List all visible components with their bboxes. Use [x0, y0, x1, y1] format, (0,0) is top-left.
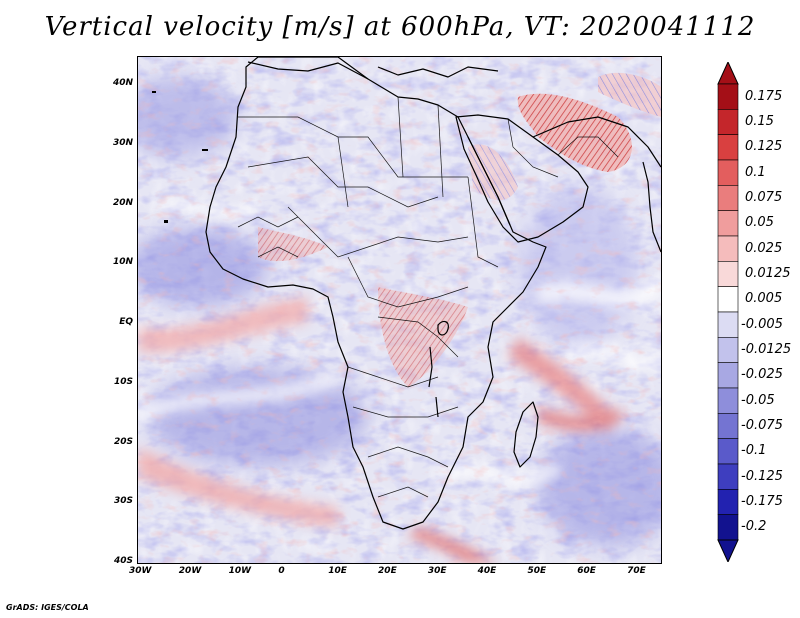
- x-axis-label: 50E: [527, 566, 547, 576]
- grads-credit: GrADS: IGES/COLA: [6, 603, 89, 612]
- y-axis-label: 30S: [113, 496, 133, 507]
- x-axis-label: 30E: [427, 566, 447, 576]
- colorbar: [717, 62, 739, 562]
- colorbar-swatch: [717, 362, 739, 389]
- india-coast: [642, 161, 661, 253]
- y-axis-label: 20S: [113, 436, 133, 447]
- x-axis-label: 20E: [378, 566, 397, 576]
- colorbar-swatch: [717, 463, 739, 490]
- colorbar-label: -0.2: [741, 519, 767, 535]
- y-axis-label: EQ: [119, 317, 133, 327]
- y-axis-label: 40N: [112, 78, 133, 88]
- island-marker: [164, 220, 168, 223]
- colorbar-label: -0.0125: [741, 342, 792, 357]
- colorbar-swatch: [717, 311, 739, 338]
- colorbar-label: 0.005: [745, 291, 783, 307]
- y-axis-label: 10N: [112, 257, 133, 268]
- island-marker: [202, 149, 208, 151]
- colorbar-swatch: [717, 286, 739, 313]
- colorbar-label: 0.125: [745, 139, 783, 155]
- x-axis-label: 0: [278, 566, 285, 576]
- x-axis-label: 10E: [328, 566, 347, 576]
- colorbar-label: 0.075: [745, 190, 783, 205]
- colorbar-swatch: [717, 438, 739, 465]
- y-axis-label: 30N: [112, 137, 133, 148]
- colorbar-bottom-arrow: [717, 539, 739, 562]
- colorbar-label: -0.025: [741, 367, 783, 383]
- madagascar-coast: [513, 401, 539, 468]
- colorbar-label: 0.0125: [745, 266, 791, 281]
- colorbar-swatch: [717, 514, 739, 541]
- europe-coast: [247, 61, 369, 80]
- colorbar-top-arrow: [717, 62, 739, 85]
- island-marker: [152, 91, 156, 93]
- velocity-map[interactable]: [137, 56, 662, 564]
- colorbar-swatch: [717, 159, 739, 186]
- x-axis-label: 30W: [129, 566, 152, 576]
- velocity-field: [138, 57, 661, 563]
- coastlines: [205, 57, 661, 530]
- strong-convection: [258, 72, 661, 387]
- y-axis-label: 20N: [112, 197, 133, 208]
- colorbar-label: 0.025: [745, 240, 783, 256]
- colorbar-swatch: [717, 261, 739, 287]
- x-axis-label: 60E: [577, 566, 596, 576]
- colorbar-label: 0.1: [745, 164, 766, 180]
- colorbar-swatch: [717, 210, 739, 237]
- colorbar-label: -0.075: [741, 418, 783, 433]
- colorbar-swatch: [717, 337, 739, 363]
- colorbar-swatch: [717, 109, 739, 135]
- colorbar-swatch: [717, 413, 739, 439]
- colorbar-swatch: [717, 489, 739, 515]
- map-title: Vertical velocity [m/s] at 600hPa, VT: 2…: [44, 12, 756, 42]
- colorbar-label: -0.125: [741, 468, 783, 484]
- colorbar-swatch: [717, 83, 739, 110]
- country-borders: [237, 96, 619, 498]
- x-axis-label: 40E: [477, 566, 497, 576]
- x-axis-label: 10W: [228, 566, 252, 576]
- colorbar-label: 0.15: [745, 114, 774, 129]
- colorbar-label: 0.175: [745, 88, 783, 104]
- colorbar-label: -0.05: [741, 392, 775, 408]
- x-axis-label: 20W: [178, 566, 202, 576]
- colorbar-swatch: [717, 387, 739, 414]
- colorbar-label: 0.05: [745, 215, 774, 231]
- colorbar-label: -0.1: [741, 443, 767, 459]
- colorbar-swatch: [717, 235, 739, 262]
- colorbar-swatch: [717, 134, 739, 161]
- iran-coast: [532, 116, 661, 168]
- arabia-coast: [455, 114, 589, 243]
- colorbar-swatch: [717, 185, 739, 211]
- y-axis-label: 10S: [113, 376, 133, 387]
- y-axis-label: 40S: [113, 556, 133, 566]
- colorbar-label: -0.005: [741, 316, 783, 332]
- x-axis-label: 70E: [627, 566, 646, 576]
- colorbar-label: -0.175: [741, 494, 783, 509]
